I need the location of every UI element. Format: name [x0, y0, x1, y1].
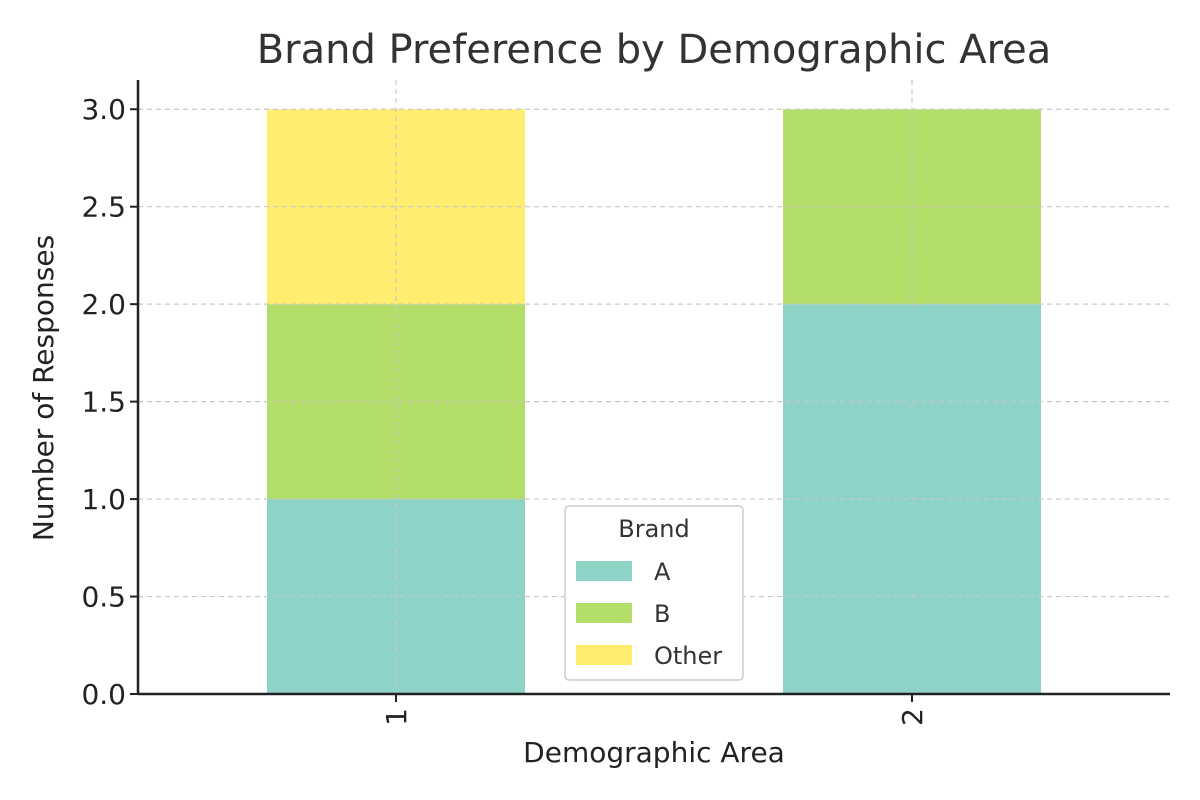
legend-swatch: [576, 603, 632, 623]
axes: [136, 80, 1170, 696]
x-axis-label: Demographic Area: [523, 736, 785, 769]
y-tick-label: 2.5: [81, 191, 126, 224]
y-tick-label: 3.0: [81, 93, 126, 126]
y-axis-label: Number of Responses: [27, 235, 60, 541]
chart-title: Brand Preference by Demographic Area: [257, 27, 1052, 73]
legend-box: [564, 505, 744, 681]
legend: Brand AB Other: [564, 505, 744, 681]
y-tick-label: 0.5: [81, 581, 126, 614]
legend-title: Brand: [618, 515, 689, 543]
y-ticks: 0.0 0.5 1.0 1.5 2.0 2.5 3.0: [81, 93, 138, 711]
legend-swatch: [576, 561, 632, 581]
x-tick-label: 2: [896, 708, 929, 726]
x-tick-label: 1: [380, 708, 413, 726]
legend-label: B: [654, 600, 670, 628]
legend-label: Other: [654, 642, 722, 670]
y-tick-label: 1.0: [81, 483, 126, 516]
y-tick-label: 1.5: [81, 386, 126, 419]
legend-items: AB Other: [576, 558, 722, 670]
y-tick-label: 2.0: [81, 288, 126, 321]
legend-swatch: [576, 645, 632, 665]
legend-label: A: [654, 558, 671, 586]
y-tick-label: 0.0: [81, 678, 126, 711]
